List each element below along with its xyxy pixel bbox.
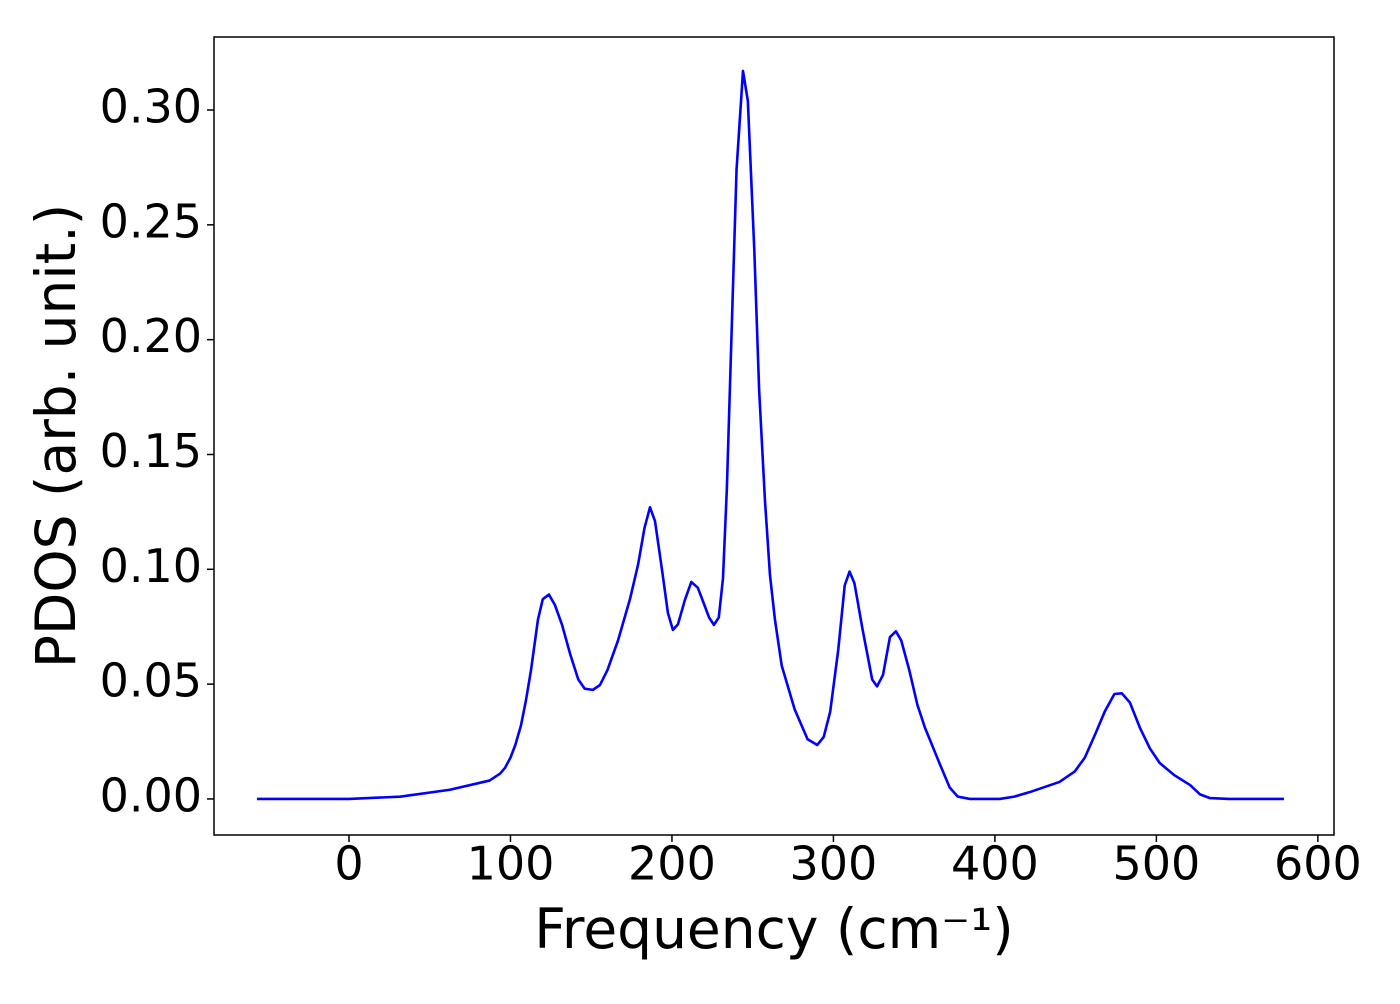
x-tick-label: 400	[951, 837, 1039, 891]
x-tick-label: 100	[467, 837, 555, 891]
y-tick-label: 0.30	[100, 80, 202, 134]
y-tick-label: 0.05	[100, 654, 202, 708]
y-tick-label: 0.00	[100, 768, 202, 822]
x-tick-label: 600	[1274, 837, 1362, 891]
y-tick-label: 0.20	[100, 309, 202, 363]
x-axis-label: Frequency (cm⁻¹)	[534, 897, 1013, 961]
plot-frame	[213, 36, 1335, 836]
y-tick-label: 0.10	[100, 539, 202, 593]
y-tick-label: 0.15	[100, 424, 202, 478]
y-tick-label: 0.25	[100, 194, 202, 248]
x-tick-label: 200	[628, 837, 716, 891]
x-tick-label: 0	[334, 837, 363, 891]
x-tick-label: 500	[1112, 837, 1200, 891]
line-series	[256, 69, 1284, 801]
x-tick-label: 300	[790, 837, 878, 891]
y-axis-label: PDOS (arb. unit.)	[24, 204, 88, 668]
